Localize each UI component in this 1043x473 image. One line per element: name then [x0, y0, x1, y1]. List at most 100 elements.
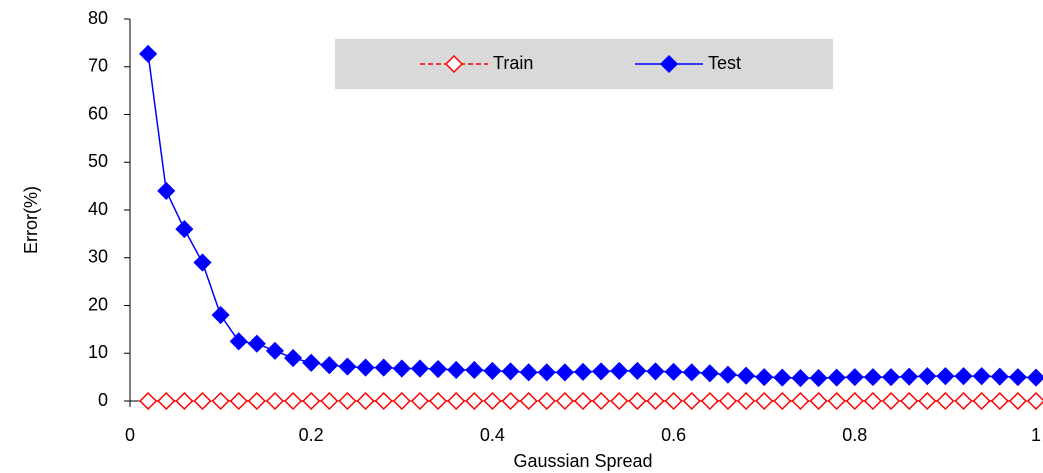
data-point	[537, 363, 556, 382]
x-tick-label: 0.2	[299, 425, 324, 445]
data-point	[936, 391, 955, 411]
data-point	[845, 368, 864, 387]
x-tick-label: 0.8	[842, 425, 867, 445]
data-point	[265, 341, 285, 360]
data-point	[863, 391, 882, 411]
data-point	[265, 391, 285, 411]
data-point	[954, 367, 973, 386]
data-point	[827, 391, 846, 411]
data-point	[990, 367, 1009, 386]
data-point	[284, 391, 303, 411]
data-point	[157, 181, 176, 200]
y-tick-label: 70	[88, 56, 108, 76]
x-tick-label: 0	[125, 425, 135, 445]
data-point	[718, 391, 738, 411]
data-point	[211, 391, 230, 411]
data-point	[284, 348, 303, 368]
x-axis-title: Gaussian Spread	[513, 451, 652, 471]
data-point	[900, 367, 919, 386]
data-point	[700, 364, 719, 383]
data-point	[1026, 391, 1043, 411]
data-point	[664, 391, 683, 411]
data-point	[428, 391, 448, 411]
data-point	[773, 391, 792, 411]
data-point	[990, 391, 1009, 411]
data-point	[700, 391, 719, 411]
data-point	[374, 391, 393, 411]
data-point	[519, 363, 538, 382]
data-point	[501, 362, 520, 381]
data-point	[737, 391, 756, 411]
x-tick-label: 1	[1031, 425, 1041, 445]
y-tick-label: 10	[88, 342, 108, 362]
data-point	[519, 391, 538, 411]
data-point	[972, 367, 991, 386]
data-point	[428, 359, 448, 379]
data-point	[881, 368, 901, 387]
data-point	[737, 366, 756, 385]
data-point	[718, 365, 738, 384]
data-point	[610, 361, 629, 380]
data-point	[410, 391, 429, 411]
data-point	[791, 391, 810, 411]
data-point	[447, 391, 466, 411]
data-point	[410, 359, 429, 378]
data-point	[664, 362, 683, 381]
data-point	[918, 367, 937, 386]
data-point	[1008, 368, 1027, 387]
data-point	[954, 391, 973, 411]
data-point	[374, 358, 393, 377]
series-line	[147, 53, 1037, 379]
data-point	[682, 391, 701, 411]
data-point	[646, 391, 665, 411]
data-point	[157, 391, 176, 411]
data-point	[809, 369, 828, 388]
data-point	[537, 391, 556, 411]
data-point	[573, 362, 593, 381]
data-point	[1026, 368, 1043, 387]
y-tick-label: 30	[88, 247, 108, 267]
data-point	[483, 391, 502, 411]
data-point	[1008, 391, 1027, 411]
y-tick-label: 60	[88, 103, 108, 123]
data-point	[247, 391, 266, 411]
legend-label: Train	[493, 53, 533, 73]
data-point	[356, 391, 375, 411]
data-point	[972, 391, 991, 411]
data-point	[936, 367, 955, 386]
data-point	[320, 356, 339, 375]
data-point	[773, 368, 792, 387]
data-point	[193, 253, 212, 272]
y-tick-label: 0	[98, 390, 108, 410]
data-point	[465, 391, 484, 411]
data-point	[139, 44, 158, 63]
data-point	[791, 369, 810, 388]
data-point	[881, 391, 901, 411]
data-point	[392, 359, 411, 378]
data-point	[211, 305, 230, 325]
y-tick-label: 50	[88, 151, 108, 171]
data-point	[628, 391, 647, 411]
data-point	[682, 363, 701, 382]
data-point	[356, 358, 375, 377]
legend-marker	[444, 54, 464, 74]
data-point	[755, 391, 774, 411]
data-point	[483, 361, 502, 380]
data-point	[827, 368, 846, 387]
y-axis-title: Error(%)	[21, 186, 41, 254]
legend-box	[335, 39, 833, 89]
data-point	[447, 360, 466, 380]
data-point	[338, 357, 357, 376]
legend-marker	[659, 54, 679, 74]
data-point	[863, 368, 882, 387]
data-point	[755, 368, 774, 387]
data-point	[900, 391, 919, 411]
data-point	[555, 391, 574, 411]
data-point	[175, 391, 194, 411]
data-point	[247, 334, 266, 353]
data-point	[229, 332, 248, 351]
data-point	[338, 391, 357, 411]
data-point	[139, 391, 158, 411]
